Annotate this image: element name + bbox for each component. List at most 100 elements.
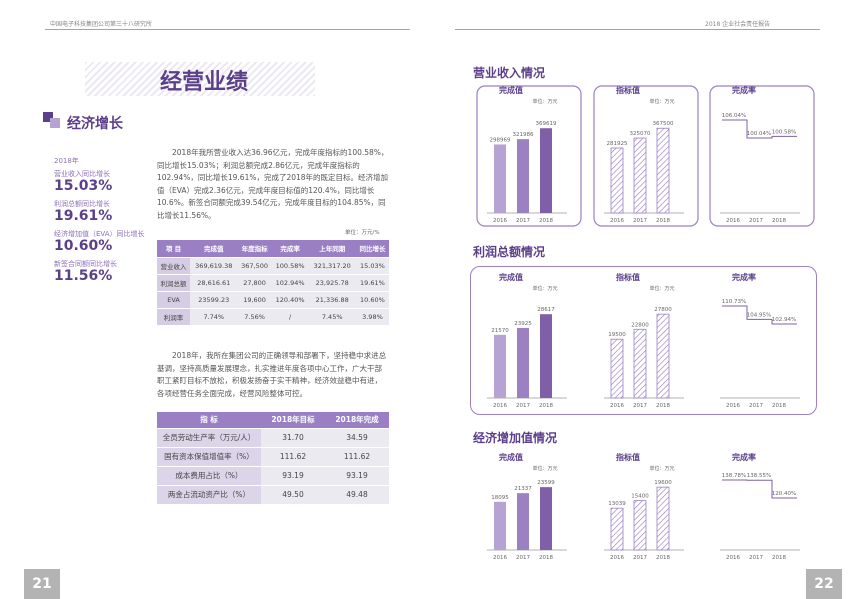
chart-bar	[656, 127, 670, 214]
kpi-label-revenue: 营业收入同比增长	[54, 170, 110, 178]
table1-header: 项 目	[157, 240, 191, 258]
table2-header: 2018年完成	[325, 412, 389, 429]
chart-x-tick-label: 2018	[772, 218, 786, 224]
table-cell: 49.50	[261, 485, 325, 505]
table-cell: 111.62	[261, 447, 325, 467]
performance-table: 项 目 完成值 年度指标 完成率 上年同期 同比增长 营业收入 369,619.3…	[157, 240, 389, 326]
table1-header: 同比增长	[355, 240, 389, 258]
paragraph-2: 2018年，我所在集团公司的正确领导和部署下，坚持稳中求进总基调，坚持高质量发展…	[157, 351, 387, 398]
chart-data-label: 19600	[654, 480, 672, 486]
section-title-revenue: 营业收入情况	[473, 66, 546, 80]
chart-x-tick-label: 2017	[516, 555, 530, 561]
paragraph-1: 2018年我所营业收入达36.96亿元，完成年度指标的100.58%，同比增长1…	[157, 148, 389, 220]
table-cell: 21,336.88	[308, 291, 356, 309]
chart-data-label: 321986	[513, 132, 534, 138]
chart-data-label: 138.55%	[747, 473, 771, 479]
chart-data-label: 13039	[608, 501, 626, 507]
table-cell: 利润总额	[157, 274, 191, 292]
table-cell: 15.03%	[355, 257, 389, 275]
page-title: 经营业绩	[160, 70, 249, 95]
table1-header: 完成值	[190, 240, 238, 258]
table-cell: 28,616.61	[190, 274, 238, 292]
table-cell: 两金占流动资产比（%）	[157, 485, 261, 505]
table-row: 利润总额 28,616.61 27,800 102.94% 23,925.78 19.61…	[157, 274, 389, 292]
chart-data-label: 106.04%	[722, 113, 746, 119]
table-row: 国有资本保值增值率（%） 111.62 111.62	[157, 447, 389, 467]
table-cell: 7.45%	[308, 308, 356, 326]
title-banner	[85, 62, 315, 96]
table-cell: 369,619.38	[190, 257, 238, 275]
table-cell: 31.70	[261, 428, 325, 448]
chart-data-label: 15400	[631, 494, 649, 500]
table-cell: 34.59	[325, 428, 389, 448]
kpi-label-contract: 新签合同额同比增长	[54, 260, 117, 268]
table-cell: 19.61%	[355, 274, 389, 292]
chart-panel-title: 指标值	[616, 452, 640, 462]
page-number-left: 21	[24, 569, 60, 599]
table-cell: EVA	[157, 291, 191, 309]
chart-panel-frame	[476, 85, 582, 227]
chart-data-label: 138.78%	[722, 473, 746, 479]
table-cell: 7.56%	[237, 308, 272, 326]
table-cell: 23599.23	[190, 291, 238, 309]
indicator-table: 指 标 2018年目标 2018年完成 全员劳动生产率（万元/人） 31.70 34…	[157, 412, 389, 505]
chart-data-label: 120.40%	[772, 491, 796, 497]
table-cell: 111.62	[325, 447, 389, 467]
table-cell: 93.19	[325, 466, 389, 486]
chart-x-tick-label: 2016	[493, 218, 507, 224]
table-row: EVA 23599.23 19,600 120.40% 21,336.88 10.60%	[157, 291, 389, 309]
chart-data-label: 21337	[514, 486, 532, 492]
chart-x-tick-label: 2017	[633, 555, 647, 561]
header-left: 中国电子科技集团公司第三十八研究所	[50, 21, 153, 28]
table-cell: 100.58%	[271, 257, 309, 275]
section-title-profit: 利润总额情况	[473, 245, 546, 259]
chart-data-label: 100.04%	[747, 131, 771, 137]
chart-bar	[494, 501, 506, 550]
kpi-value-revenue: 15.03%	[54, 178, 113, 194]
chart-x-tick-label: 2017	[633, 218, 647, 224]
table-row: 营业收入 369,619.38 367,500 100.58% 321,317.20 15…	[157, 257, 389, 275]
table-cell: 10.60%	[355, 291, 389, 309]
kpi-value-profit: 19.61%	[54, 208, 113, 224]
chart-panel-frame	[593, 85, 699, 227]
table-cell: 93.19	[261, 466, 325, 486]
table-cell: /	[271, 308, 309, 326]
chart-rate-line	[722, 479, 797, 499]
chart-x-tick-label: 2018	[539, 218, 553, 224]
chart-data-label: 325070	[630, 131, 651, 137]
chart-bar	[610, 147, 624, 214]
header-rule-right	[455, 29, 820, 30]
table1-header: 上年同期	[308, 240, 356, 258]
chart-rate-line	[722, 119, 797, 139]
chart-unit-label: 单位：万元	[532, 98, 557, 105]
page-number-right: 22	[806, 569, 842, 599]
chart-x-tick-label: 2017	[749, 218, 763, 224]
header-right: 2018 企业社会责任报告	[705, 21, 771, 28]
chart-bar	[517, 139, 529, 213]
chart-unit-label: 单位：万元	[649, 465, 674, 472]
chart-bar	[540, 487, 552, 550]
chart-x-tick-label: 2018	[656, 218, 670, 224]
chart-bar	[633, 137, 647, 214]
chart-x-tick-label: 2016	[610, 218, 624, 224]
chart-bar	[656, 486, 670, 551]
section-title: 经济增长	[67, 116, 123, 132]
table-cell: 367,500	[237, 257, 272, 275]
chart-data-label: 100.58%	[772, 129, 796, 135]
chart-x-tick-label: 2016	[493, 555, 507, 561]
chart-data-label: 23599	[537, 480, 555, 486]
table1-header: 年度指标	[237, 240, 272, 258]
header-rule-left	[45, 29, 410, 30]
chart-bar	[633, 500, 647, 551]
kpi-label-profit: 利润总额同比增长	[54, 200, 110, 208]
kpi-value-contract: 11.56%	[54, 268, 113, 284]
chart-unit-label: 单位：万元	[532, 465, 557, 472]
chart-x-tick-label: 2016	[726, 218, 740, 224]
table-cell: 120.40%	[271, 291, 309, 309]
chart-panel-title: 完成率	[732, 452, 756, 462]
chart-x-tick-label: 2017	[749, 555, 763, 561]
chart-x-tick-label: 2018	[539, 555, 553, 561]
table2-header: 指 标	[157, 412, 261, 429]
chart-bar	[540, 128, 552, 213]
section-title-eva: 经济增加值情况	[473, 431, 558, 445]
